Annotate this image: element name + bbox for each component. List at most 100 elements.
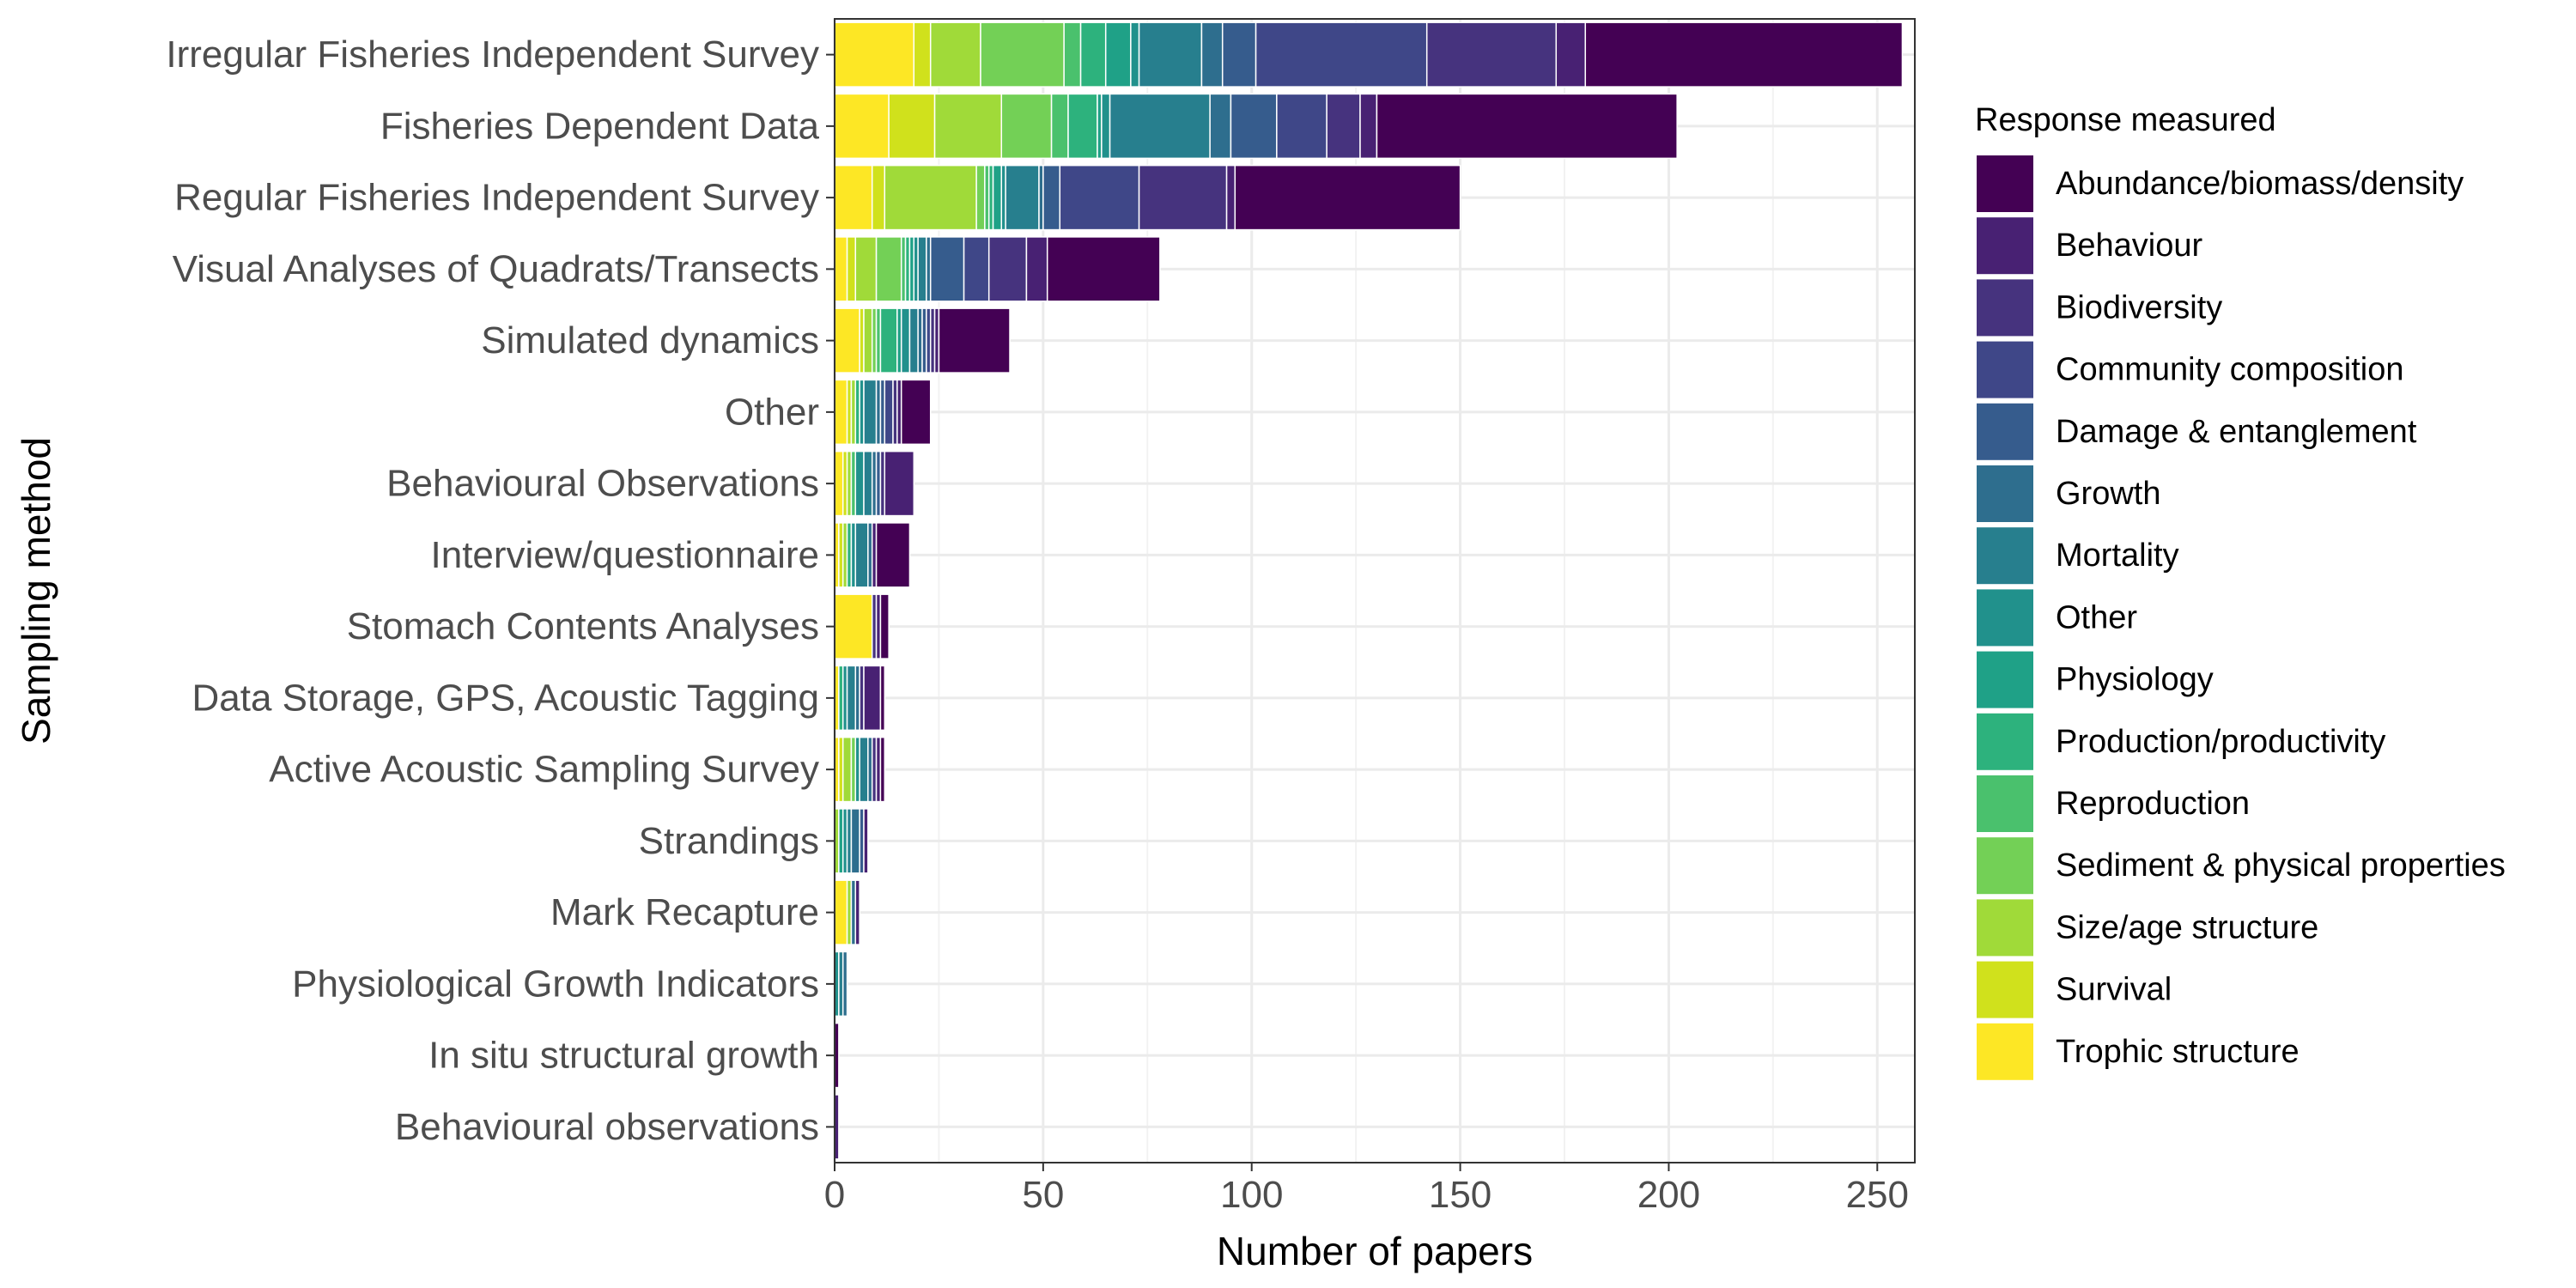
bar-segment <box>846 665 857 732</box>
bar-segment <box>875 522 911 588</box>
legend-label: Biodiversity <box>2056 289 2222 325</box>
y-tick-label: Simulated dynamics <box>481 319 819 361</box>
bar-segment <box>1138 164 1228 231</box>
x-tick-label: 0 <box>824 1174 845 1216</box>
bar-segment <box>1326 93 1361 160</box>
x-tick-label: 150 <box>1429 1174 1492 1216</box>
legend-label: Damage & entanglement <box>2056 414 2417 450</box>
bar-segment <box>879 736 886 803</box>
bar-segment <box>992 164 1003 231</box>
bar-segment <box>1138 21 1203 88</box>
bar-segment <box>1200 21 1224 88</box>
bar-segment <box>1359 93 1378 160</box>
y-tick-label: Visual Analyses of Quadrats/Transects <box>173 248 819 290</box>
bar-segment <box>1042 164 1061 231</box>
bar-segment <box>1225 164 1236 231</box>
bar-segment <box>938 307 1011 374</box>
y-tick-label: Physiological Growth Indicators <box>292 963 819 1005</box>
bar-segment <box>1050 93 1069 160</box>
bar-segment <box>884 450 915 517</box>
bar-segment <box>879 593 890 659</box>
y-tick-label: Strandings <box>639 820 819 862</box>
bar-segment <box>1230 93 1278 160</box>
y-tick-label: Other <box>725 391 819 433</box>
legend-title: Response measured <box>1975 102 2276 138</box>
x-tick-label: 200 <box>1637 1174 1700 1216</box>
bar-segment <box>846 236 857 302</box>
bar-segment <box>834 93 890 160</box>
bar-segment <box>1067 93 1098 160</box>
legend-label: Behaviour <box>2056 228 2202 264</box>
bar-segment <box>1109 93 1211 160</box>
legend-key <box>1977 1023 2033 1080</box>
legend-label: Reproduction <box>2056 786 2250 822</box>
bar-segment <box>863 665 882 732</box>
legend-key <box>1977 341 2033 398</box>
y-tick-label: Interview/questionnaire <box>431 534 819 576</box>
legend-label: Trophic structure <box>2056 1034 2300 1070</box>
y-tick-label: Stomach Contents Analyses <box>347 605 819 647</box>
x-tick-label: 100 <box>1220 1174 1283 1216</box>
legend-key <box>1977 651 2033 708</box>
bar-segment <box>1255 21 1428 88</box>
bar-segment <box>871 164 886 231</box>
legend-label: Mortality <box>2056 538 2179 574</box>
bar-segment <box>963 236 990 302</box>
bar-segment <box>1046 236 1161 302</box>
x-tick-label: 50 <box>1022 1174 1064 1216</box>
bar-segment <box>884 164 977 231</box>
bar-segment <box>1025 236 1048 302</box>
bar-segment <box>1079 21 1107 88</box>
legend-key <box>1977 155 2033 212</box>
y-tick-label: Irregular Fisheries Independent Survey <box>166 33 819 76</box>
bar-segment <box>834 21 915 88</box>
bar-segment <box>933 93 1003 160</box>
bars-layer <box>834 21 1904 1160</box>
legend-label: Abundance/biomass/density <box>2056 166 2464 202</box>
bar-segment <box>841 951 848 1018</box>
legend-label: Growth <box>2056 476 2160 512</box>
y-tick-label: Behavioural observations <box>395 1106 819 1148</box>
legend-key <box>1977 217 2033 275</box>
bar-segment <box>1221 21 1257 88</box>
y-tick-labels: Irregular Fisheries Independent Survey Fi… <box>166 33 835 1148</box>
x-tick-label: 250 <box>1846 1174 1909 1216</box>
bar-segment <box>1063 21 1082 88</box>
panel-border <box>834 18 1916 1163</box>
bar-segment <box>859 736 869 803</box>
y-tick-label: Behavioural Observations <box>386 463 819 505</box>
bar-segment <box>1130 21 1140 88</box>
bar-segment <box>1234 164 1461 231</box>
bar-segment <box>900 307 911 374</box>
legend-key <box>1977 403 2033 460</box>
bar-segment <box>834 379 848 446</box>
x-tick-labels: 0 50 100 150 200 250 <box>824 1163 1909 1216</box>
bar-segment <box>987 236 1028 302</box>
bar-segment <box>913 21 932 88</box>
y-tick-label: Regular Fisheries Independent Survey <box>174 177 819 219</box>
bar-segment <box>863 379 878 446</box>
bar-segment <box>917 236 927 302</box>
bar-segment <box>1005 164 1040 231</box>
bar-segment <box>1209 93 1232 160</box>
bar-segment <box>929 236 965 302</box>
bar-segment <box>879 307 898 374</box>
y-tick-label: Fisheries Dependent Data <box>380 105 820 147</box>
bar-segment <box>1584 21 1904 88</box>
bar-segment <box>854 236 878 302</box>
y-tick-label: Data Storage, GPS, Acoustic Tagging <box>191 677 819 719</box>
bar-segment <box>1104 21 1132 88</box>
bar-segment <box>834 593 873 659</box>
bar-segment <box>900 379 932 446</box>
bar-segment <box>854 879 860 945</box>
bar-segment <box>834 307 860 374</box>
bar-segment <box>841 736 853 803</box>
bar-segment <box>834 164 873 231</box>
legend-label: Community composition <box>2056 352 2403 388</box>
legend-key <box>1977 589 2033 647</box>
bar-segment <box>854 450 865 517</box>
bar-segment <box>980 21 1065 88</box>
legend-key <box>1977 527 2033 585</box>
legend-key <box>1977 899 2033 957</box>
